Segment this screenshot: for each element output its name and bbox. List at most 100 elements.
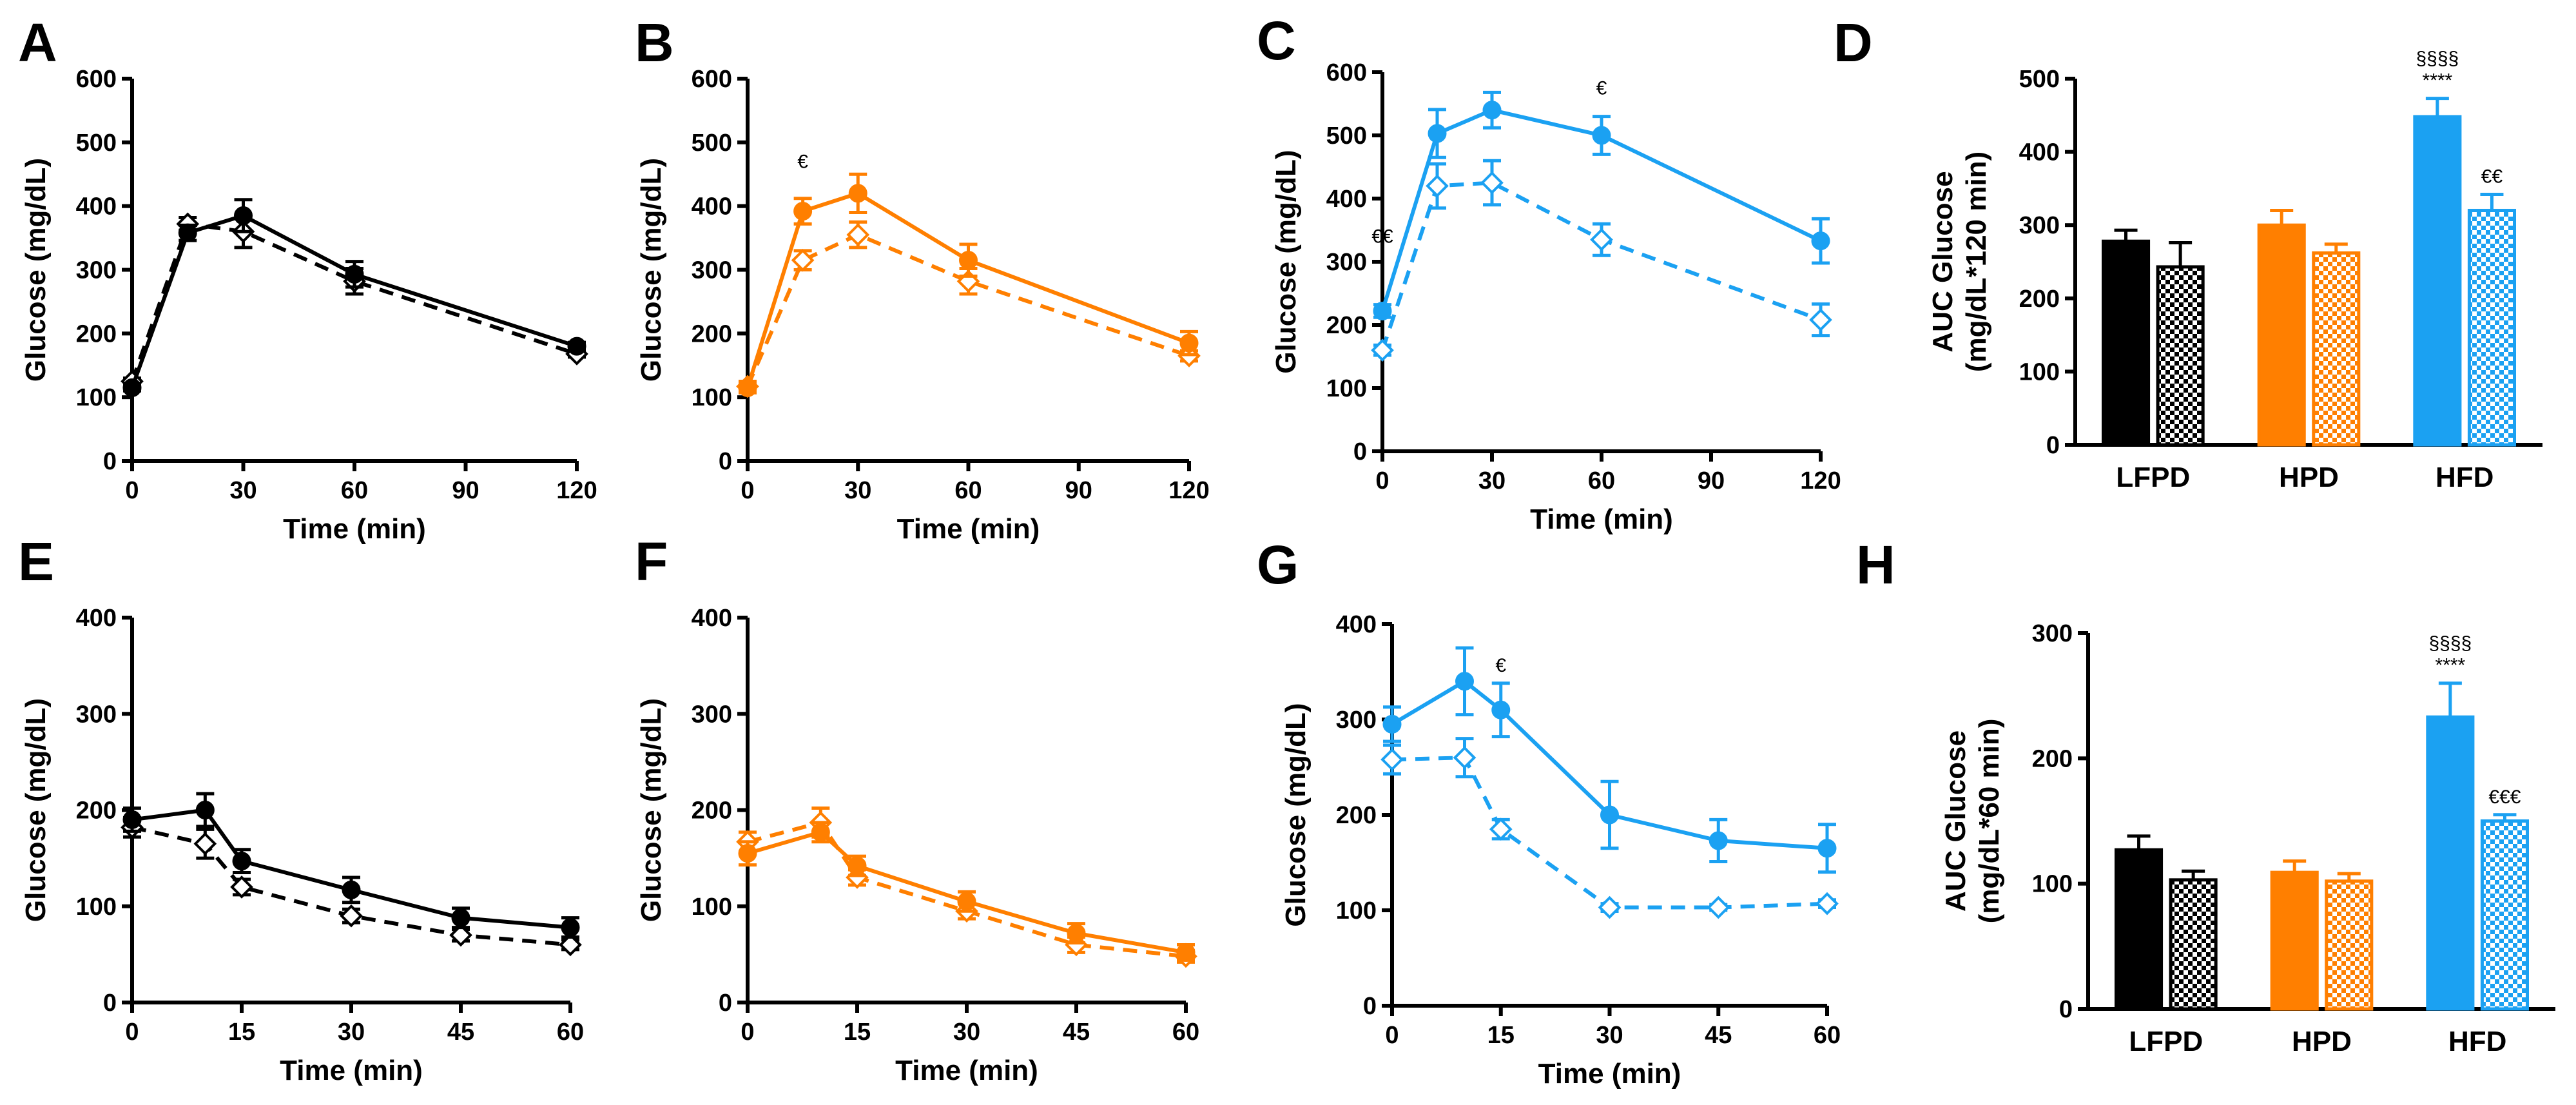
x-axis-title: Time (min) [897, 513, 1040, 545]
y-tick-label: 400 [692, 605, 732, 632]
x-tick-label: 0 [1375, 467, 1389, 494]
significance-annotation: € [1495, 655, 1506, 676]
significance-annotation: **** [2423, 70, 2453, 92]
series-line [130, 213, 577, 389]
y-tick-label: 400 [1336, 611, 1377, 638]
y-axis-title: Glucose (mg/dL) [1280, 703, 1312, 926]
data-point [1480, 171, 1504, 195]
y-axis-title: AUC Glucose(mg/dL*60 min) [1940, 719, 2005, 924]
data-point [1817, 839, 1837, 858]
x-tick-label: 45 [1063, 1019, 1090, 1046]
y-tick-label: 500 [692, 130, 732, 157]
x-tick-label: 30 [1596, 1022, 1623, 1049]
x-tick-label: 30 [844, 477, 871, 504]
y-tick-label: 200 [692, 797, 732, 825]
x-axis-title: Time (min) [280, 1055, 423, 1086]
data-point [1811, 231, 1830, 251]
y-axis-title: Glucose (mg/dL) [635, 698, 667, 922]
x-tick-label: 120 [1168, 477, 1209, 504]
data-point [1455, 672, 1474, 691]
y-tick-label: 200 [76, 797, 117, 825]
y-tick-label: 100 [76, 384, 117, 411]
series-line [131, 808, 571, 930]
data-point [1179, 333, 1199, 353]
significance-annotation: §§§§ [2429, 633, 2472, 654]
significance-annotation: €€ [2481, 166, 2503, 187]
x-category-label: HPD [2279, 462, 2339, 493]
data-point [1428, 124, 1447, 143]
data-point [178, 223, 197, 242]
significance-annotation: **** [2436, 655, 2466, 676]
panel-letter: F [635, 531, 668, 592]
y-tick-label: 0 [2046, 432, 2060, 459]
bar [2115, 848, 2164, 1011]
data-point [340, 904, 363, 928]
y-tick-label: 400 [1326, 186, 1367, 213]
data-point [1373, 301, 1392, 320]
x-axis-title: Time (min) [283, 513, 426, 545]
x-tick-label: 30 [1478, 467, 1506, 494]
panel-letter: C [1257, 10, 1296, 71]
y-tick-label: 0 [2059, 996, 2073, 1023]
y-tick-label: 0 [1353, 438, 1367, 465]
series-line [747, 830, 1186, 955]
y-tick-label: 300 [692, 257, 732, 284]
data-point [561, 918, 580, 937]
data-point [1453, 746, 1477, 770]
x-tick-label: 60 [1172, 1019, 1199, 1046]
x-tick-label: 60 [341, 477, 368, 504]
y-tick-label: 200 [76, 320, 117, 347]
x-tick-label: 15 [228, 1019, 255, 1046]
data-point [345, 264, 364, 284]
data-point [1816, 892, 1839, 915]
x-category-label: LFPD [2116, 462, 2190, 493]
x-category-label: LFPD [2129, 1026, 2203, 1057]
y-tick-label: 400 [76, 193, 117, 220]
y-tick-label: 300 [1326, 249, 1367, 276]
y-tick-label: 400 [2019, 139, 2060, 166]
y-tick-label: 0 [1363, 993, 1377, 1020]
x-tick-label: 30 [229, 477, 257, 504]
bar [2270, 870, 2319, 1011]
panel-d: D 0 100 200 300 400 500 AUC Glucose(mg/dL*120 m… [1834, 12, 2542, 493]
data-point [1371, 338, 1394, 362]
y-tick-label: 200 [1326, 312, 1367, 339]
x-tick-label: 45 [447, 1019, 474, 1046]
y-axis-title: Glucose (mg/dL) [635, 158, 667, 382]
x-tick-label: 15 [844, 1019, 871, 1046]
y-tick-label: 300 [76, 701, 117, 728]
y-tick-label: 300 [1336, 707, 1377, 734]
bar [2102, 239, 2151, 447]
x-tick-label: 0 [125, 477, 139, 504]
y-tick-label: 200 [692, 320, 732, 347]
bar [2413, 115, 2462, 447]
y-tick-label: 500 [1326, 122, 1367, 150]
series-line [1391, 756, 1828, 910]
x-tick-label: 30 [953, 1019, 980, 1046]
x-tick-label: 90 [1065, 477, 1092, 504]
y-tick-label: 600 [1326, 59, 1367, 86]
x-tick-label: 0 [125, 1019, 139, 1046]
y-tick-label: 200 [2032, 745, 2073, 772]
data-point [1380, 748, 1404, 771]
x-category-label: HPD [2292, 1026, 2352, 1057]
data-point [1176, 943, 1196, 962]
x-category-label: HFD [2436, 462, 2494, 493]
x-axis-title: Time (min) [1530, 504, 1673, 535]
data-point [811, 823, 830, 842]
data-point [791, 248, 815, 272]
bar [2426, 715, 2475, 1011]
bar [2312, 251, 2361, 447]
panel-c: C 0 100 200 300 400 500 600 0 30 60 90 120 Glucose (m… [1257, 10, 1841, 535]
series-line [747, 820, 1186, 959]
y-axis-title: AUC Glucose(mg/dL*120 min) [1927, 152, 1992, 372]
y-tick-label: 100 [2032, 871, 2073, 898]
data-point [449, 923, 472, 947]
panel-e: E 0 100 200 300 400 0 15 30 45 60 Glucose (mg/dL) Ti… [18, 531, 584, 1086]
data-point [342, 880, 361, 899]
x-tick-label: 60 [1588, 467, 1615, 494]
series-line [1391, 679, 1828, 850]
data-point [567, 337, 586, 356]
data-point [1426, 174, 1449, 198]
bar [2467, 208, 2517, 447]
